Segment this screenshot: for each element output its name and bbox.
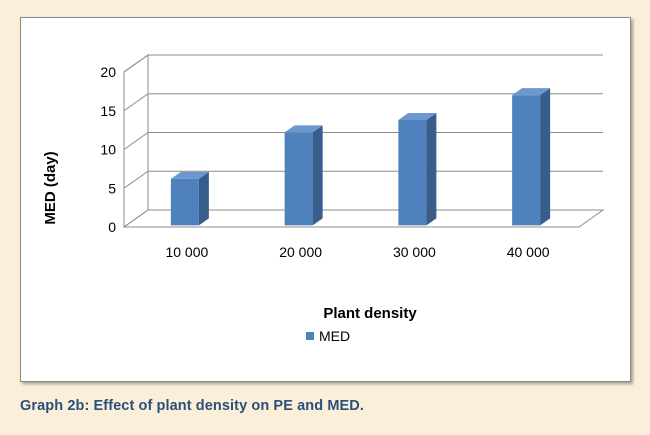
figure-caption: Graph 2b: Effect of plant density on PE … — [20, 398, 364, 414]
floor — [122, 209, 605, 228]
bar — [398, 112, 437, 226]
gridline-diagonal — [123, 93, 149, 112]
bar-top — [170, 171, 209, 179]
bar — [284, 125, 323, 226]
bar-top — [398, 112, 437, 120]
x-tick-label: 40 000 — [507, 244, 550, 260]
bar-front — [512, 95, 541, 226]
bar-top — [512, 88, 551, 96]
y-tick-label: 15 — [100, 103, 116, 119]
bar — [170, 171, 209, 226]
y-axis-label: MED (day) — [42, 151, 59, 224]
y-tick-label: 20 — [100, 64, 116, 80]
bar-front — [284, 132, 313, 226]
gridline-diagonal — [123, 54, 149, 73]
y-tick-labels: 0 5 10 15 20 — [100, 64, 116, 235]
x-tick-label: 30 000 — [393, 244, 436, 260]
chart-frame: 0 5 10 15 20 10 000 20 000 30 000 40 000 MED (d… — [20, 17, 631, 382]
legend-swatch-med — [306, 332, 314, 340]
bar-side — [312, 125, 323, 226]
x-tick-labels: 10 000 20 000 30 000 40 000 — [165, 244, 549, 260]
legend-label-med: MED — [319, 328, 350, 344]
y-tick-label: 10 — [100, 142, 116, 158]
bar-front — [398, 119, 427, 226]
x-axis-label: Plant density — [323, 305, 417, 322]
x-tick-label: 10 000 — [165, 244, 208, 260]
bar-side — [540, 88, 551, 226]
bar-side — [198, 171, 209, 226]
bar-chart: 0 5 10 15 20 10 000 20 000 30 000 40 000 MED (d… — [42, 54, 605, 344]
bars-group — [170, 88, 551, 226]
bar-front — [170, 178, 199, 226]
bar-side — [426, 112, 437, 226]
gridline-diagonal — [123, 132, 149, 150]
bar — [512, 88, 551, 226]
x-tick-label: 20 000 — [279, 244, 322, 260]
bar-top — [284, 125, 323, 133]
gridline-diagonal — [123, 170, 149, 189]
y-tick-label: 0 — [108, 219, 116, 235]
legend: MED — [306, 328, 350, 344]
y-tick-label: 5 — [108, 180, 116, 196]
